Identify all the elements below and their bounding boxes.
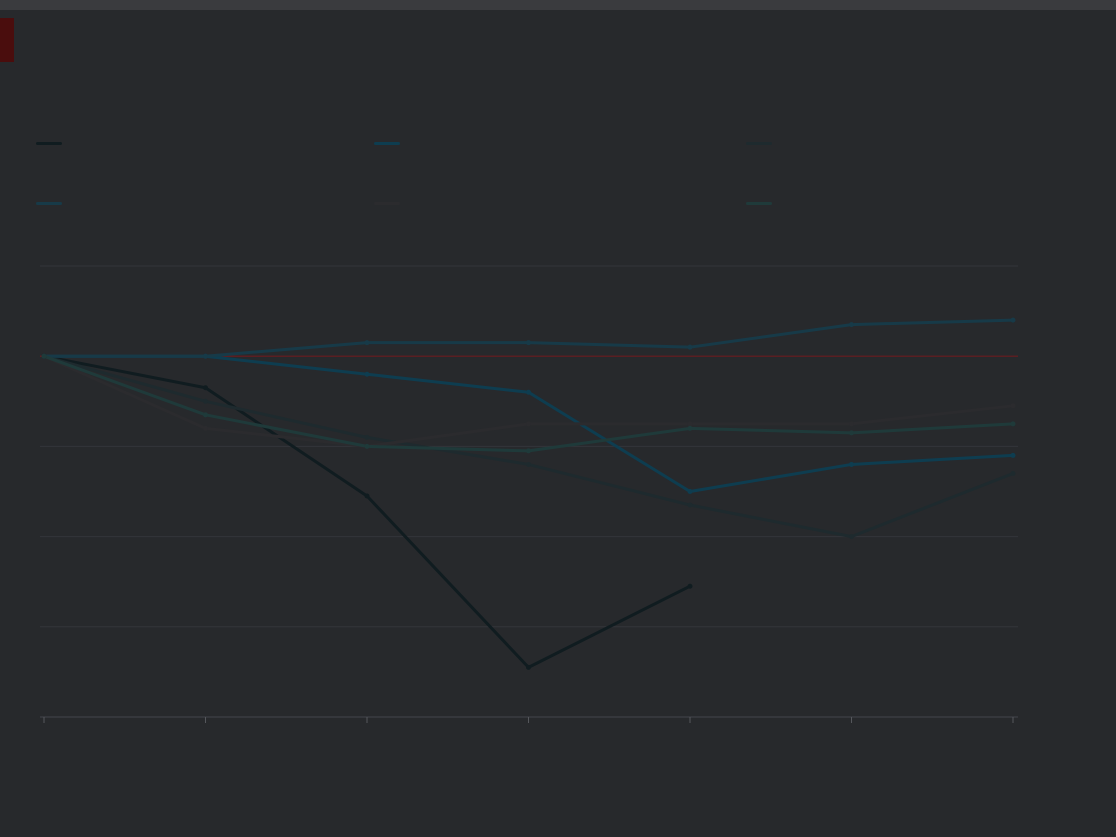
data-point [41,353,47,359]
data-point [364,493,370,499]
data-point [364,443,370,449]
data-point [849,430,854,436]
legend-item [374,132,746,192]
x-axis [43,717,1014,723]
legend-item [36,192,374,252]
legend-item [746,192,1046,252]
legend-swatch [36,142,62,145]
data-point [1010,470,1016,476]
data-point [526,461,531,467]
data-point [203,398,208,404]
legend-item [746,132,1046,192]
legend-swatch [374,202,400,205]
data-point [526,664,531,670]
data-point [687,502,693,508]
data-point [526,340,531,346]
data-point [526,448,531,454]
data-point [687,344,693,350]
legend-item [374,192,746,252]
data-point [687,421,693,427]
legend-swatch [746,142,772,145]
data-point [1010,421,1016,427]
series-lines [42,318,1015,669]
data-point [1010,403,1016,409]
data-point [364,340,370,346]
data-point [849,534,854,540]
legend-swatch [36,202,62,205]
data-point [364,434,370,440]
data-point [1010,452,1016,458]
legend-swatch [374,142,400,145]
legend-item [36,132,374,192]
chart-legend [36,132,1046,252]
data-point [849,461,854,467]
data-point [203,385,208,391]
data-point [526,421,531,427]
data-point [203,425,208,431]
data-point [849,322,854,328]
series-line-4 [42,318,1015,358]
grid-lines [40,265,1018,718]
series-line-1 [42,354,692,669]
data-point [364,371,370,377]
data-point [687,425,693,431]
data-point [203,353,208,359]
line-chart [40,265,1018,723]
data-point [203,412,208,418]
legend-swatch [746,202,772,205]
data-point [849,421,854,427]
data-point [687,583,693,589]
data-point [687,489,693,494]
series-line-6 [42,354,1015,453]
series-points [41,317,1016,670]
data-point [526,389,531,395]
accent-mark [0,18,14,62]
data-point [1010,317,1016,323]
